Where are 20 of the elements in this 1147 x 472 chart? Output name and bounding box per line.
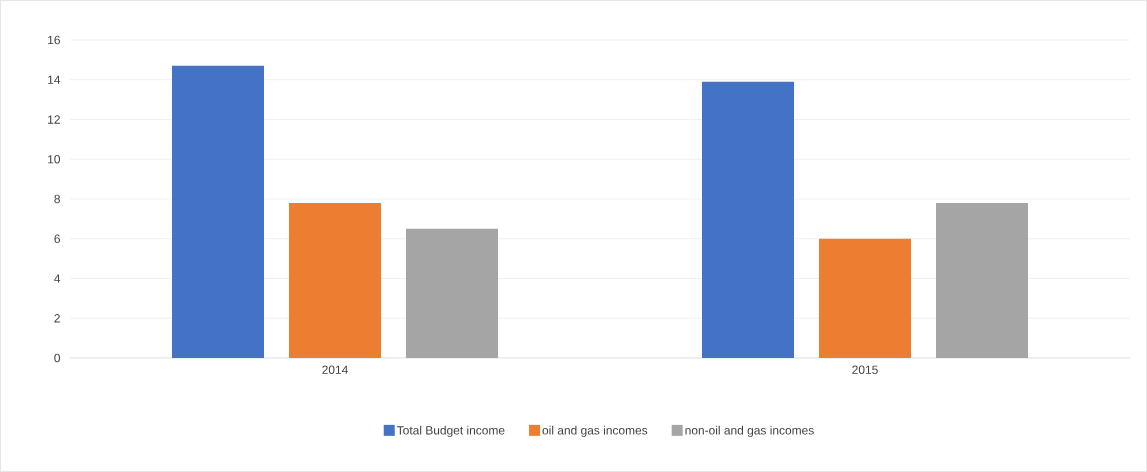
y-tick-label: 10	[48, 155, 61, 164]
x-tick-label: 2014	[322, 365, 348, 374]
legend-label: non-oil and gas incomes	[685, 425, 814, 437]
y-tick-label: 8	[54, 194, 60, 204]
legend-label: Total Budget income	[396, 425, 505, 437]
y-tick-label: 12	[48, 115, 60, 124]
x-tick-label: 2015	[852, 365, 878, 374]
y-tick-label: 16	[48, 35, 60, 45]
bar	[172, 65, 264, 358]
y-tick-label: 6	[54, 234, 60, 243]
bar	[406, 228, 498, 358]
y-tick-label: 2	[54, 314, 60, 323]
bar	[289, 202, 381, 358]
bar	[819, 238, 911, 358]
bar	[936, 202, 1028, 358]
legend-label: oil and gas incomes	[542, 425, 648, 437]
y-tick-label: 0	[54, 353, 61, 363]
bar	[702, 81, 794, 358]
y-tick-label: 14	[48, 75, 61, 84]
y-tick-label: 4	[54, 274, 61, 283]
